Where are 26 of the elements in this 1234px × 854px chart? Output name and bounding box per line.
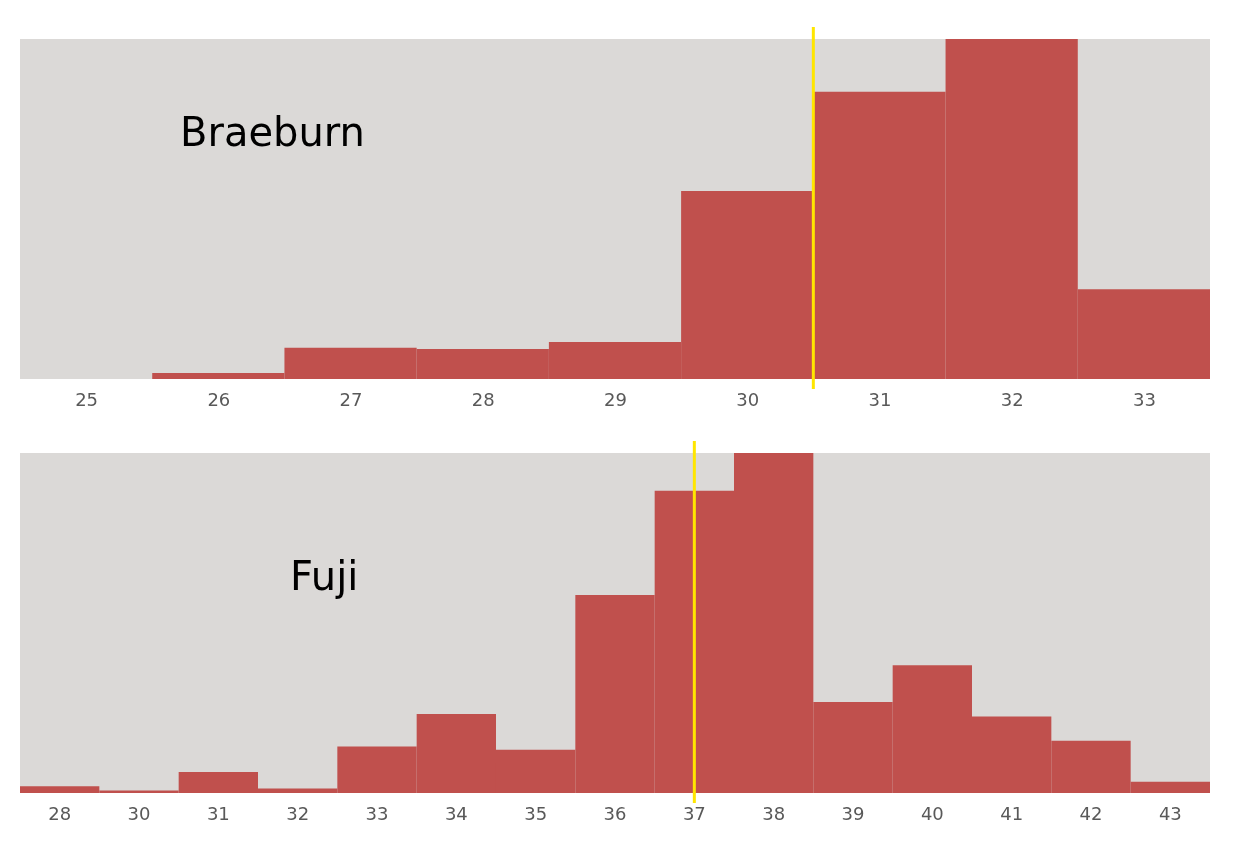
x-tick-label: 25 bbox=[75, 388, 99, 410]
x-tick-label: 38 bbox=[762, 802, 786, 824]
x-tick-label: 39 bbox=[841, 802, 865, 824]
text: Braeburn bbox=[180, 109, 365, 155]
x-tick-label: 37 bbox=[682, 802, 706, 824]
x-tick-label: 40 bbox=[920, 802, 944, 824]
x-tick-label: 27 bbox=[339, 388, 363, 410]
text: Fuji bbox=[290, 553, 359, 599]
x-tick-label: 31 bbox=[868, 388, 892, 410]
x-tick-label: 33 bbox=[365, 802, 389, 824]
x-tick-label: 28 bbox=[471, 388, 495, 410]
x-tick-label: 32 bbox=[286, 802, 310, 824]
x-tick-label: 33 bbox=[1132, 388, 1156, 410]
x-tick-label: 41 bbox=[1000, 802, 1024, 824]
x-tick-label: 35 bbox=[524, 802, 548, 824]
x-tick-label: 36 bbox=[603, 802, 627, 824]
x-tick-label: 32 bbox=[1000, 388, 1024, 410]
x-tick-label: 31 bbox=[206, 802, 230, 824]
x-tick-label: 34 bbox=[444, 802, 468, 824]
x-tick-label: 30 bbox=[127, 802, 151, 824]
x-tick-label: 30 bbox=[736, 388, 760, 410]
x-tick-label: 42 bbox=[1079, 802, 1103, 824]
x-tick-label: 29 bbox=[604, 388, 627, 410]
x-tick-label: 43 bbox=[1158, 802, 1182, 824]
x-tick-label: 26 bbox=[207, 388, 231, 410]
x-tick-label: 28 bbox=[48, 802, 72, 824]
